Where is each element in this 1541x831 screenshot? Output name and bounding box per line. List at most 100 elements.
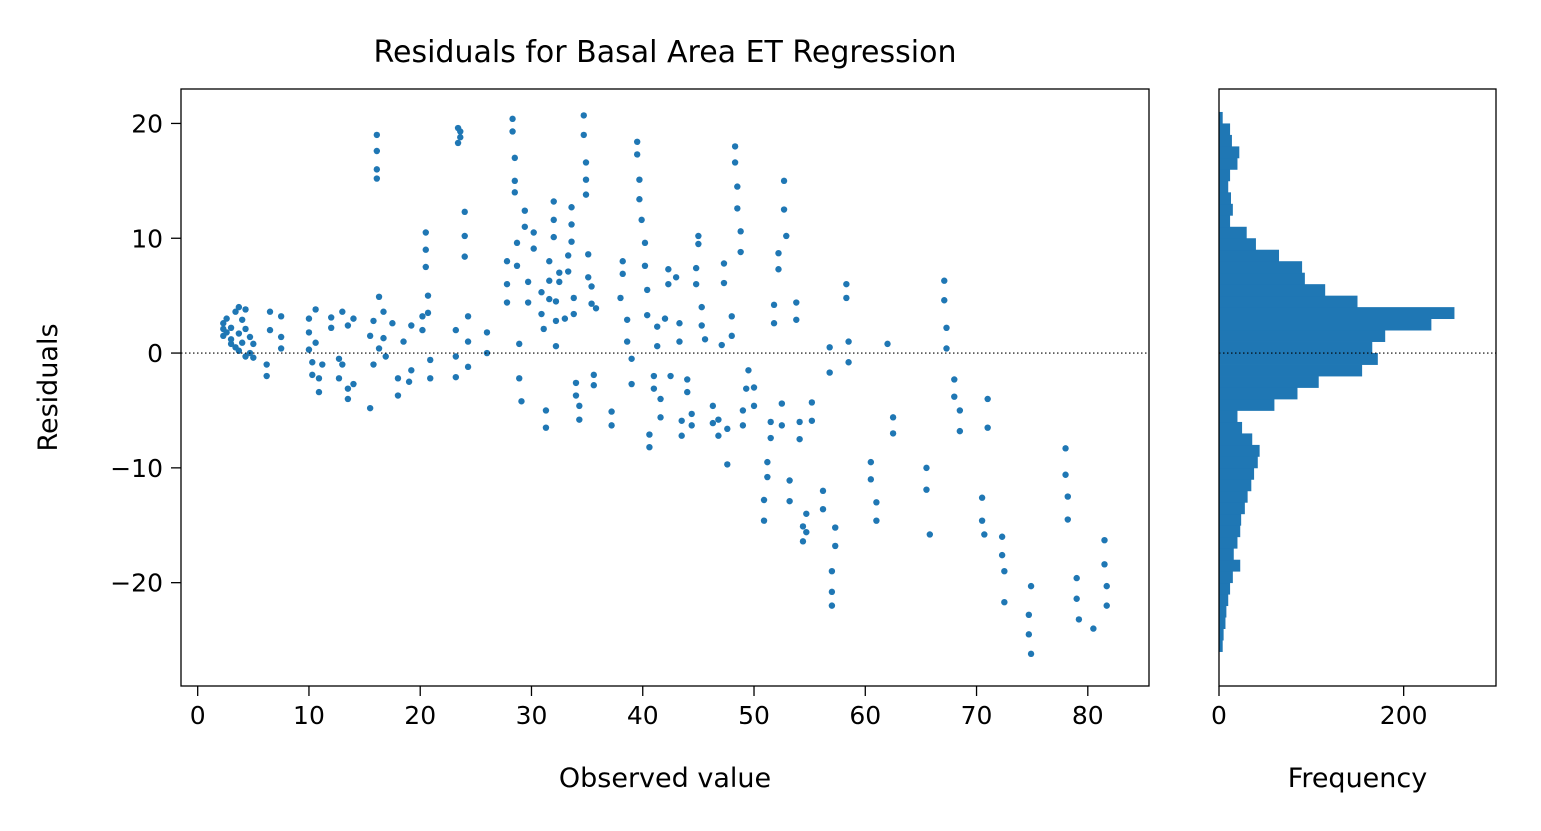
scatter-point [728, 332, 735, 340]
scatter-point [1064, 493, 1071, 500]
scatter-point [665, 266, 672, 273]
scatter-point [588, 283, 595, 290]
scatter-point [546, 277, 553, 284]
scatter-point [366, 404, 374, 412]
scatter-point [826, 369, 833, 376]
histogram-bar [1219, 605, 1227, 618]
scatter-point [984, 424, 991, 431]
scatter-point [767, 418, 774, 426]
scatter-point [427, 356, 434, 364]
y-tick-label: 0 [147, 339, 163, 368]
scatter-point [220, 320, 227, 327]
scatter-point [803, 510, 810, 517]
histogram-bar [1219, 582, 1231, 595]
scatter-point [764, 458, 771, 466]
scatter-point [565, 268, 572, 275]
histogram-bar [1219, 640, 1223, 652]
scatter-point [688, 410, 695, 418]
scatter-point [375, 293, 383, 301]
scatter-point [328, 324, 335, 331]
histogram-bar [1219, 525, 1241, 538]
histogram-x-tick-label: 200 [1380, 701, 1428, 730]
histogram-bar [1219, 571, 1233, 584]
scatter-point [793, 299, 800, 306]
x-tick-label: 10 [293, 701, 325, 730]
scatter-point [623, 316, 631, 323]
histogram-bar [1219, 513, 1242, 526]
scatter-point [701, 336, 709, 343]
scatter-point [582, 191, 590, 198]
histogram-bar [1219, 594, 1229, 607]
scatter-point [524, 299, 532, 306]
scatter-point [672, 274, 680, 281]
scatter-point [889, 430, 897, 437]
scatter-point [312, 306, 319, 313]
scatter-point [657, 414, 664, 421]
histogram-bar [1219, 490, 1248, 503]
scatter-point [552, 342, 560, 350]
histogram-bar [1219, 387, 1298, 400]
scatter-point [808, 399, 816, 406]
scatter-point [464, 313, 472, 320]
scatter-point [454, 139, 462, 147]
scatter-point [698, 303, 705, 311]
histogram-bar [1219, 398, 1275, 411]
scatter-point [552, 317, 560, 325]
scatter-point [786, 497, 793, 505]
scatter-point [1025, 631, 1033, 638]
scatter-point [344, 385, 352, 392]
histogram-bars [1219, 111, 1455, 652]
scatter-point [873, 499, 880, 506]
scatter-point [344, 395, 352, 403]
scatter-point [799, 538, 807, 545]
scatter-point [731, 159, 739, 166]
scatter-point [576, 416, 583, 423]
x-tick-label: 40 [627, 701, 659, 730]
scatter-point [582, 176, 590, 183]
scatter-point [266, 326, 274, 334]
scatter-point [803, 528, 810, 536]
scatter-point [328, 314, 335, 321]
scatter-point [734, 183, 741, 190]
histogram-bar [1219, 215, 1231, 228]
scatter-point [608, 422, 615, 429]
scatter-point [582, 159, 590, 166]
scatter-point [422, 246, 429, 253]
scatter-point [1064, 516, 1071, 523]
scatter-point [951, 393, 958, 400]
scatter-point [770, 320, 778, 327]
scatter-point [511, 189, 518, 196]
histogram-bar [1219, 330, 1386, 342]
scatter-point [503, 299, 511, 306]
x-tick-label: 80 [1072, 701, 1104, 730]
scatter-point [739, 407, 747, 414]
histogram-x-tick-label: 0 [1211, 701, 1227, 730]
scatter-point [305, 329, 313, 336]
scatter-point [783, 232, 790, 240]
histogram-bar [1219, 364, 1363, 377]
scatter-point [568, 238, 575, 245]
scatter-point [780, 206, 788, 213]
scatter-point [692, 280, 700, 288]
scatter-point [767, 434, 774, 442]
scatter-point [503, 258, 511, 265]
scatter-point [452, 353, 460, 360]
scatter-point [552, 298, 560, 305]
scatter-point [542, 407, 550, 414]
histogram-bar [1219, 295, 1358, 308]
scatter-point [457, 128, 464, 135]
scatter-point [550, 233, 557, 241]
scatter-point [375, 345, 383, 352]
scatter-point [1101, 561, 1108, 568]
scatter-point [998, 533, 1006, 540]
scatter-point [266, 308, 274, 315]
scatter-point [590, 382, 597, 389]
scatter-point [770, 301, 778, 309]
scatter-point [461, 232, 468, 240]
scatter-point [796, 418, 803, 426]
scatter-point [737, 228, 744, 235]
scatter-point [676, 338, 683, 345]
scatter-point [845, 338, 852, 345]
scatter-point [540, 325, 547, 333]
